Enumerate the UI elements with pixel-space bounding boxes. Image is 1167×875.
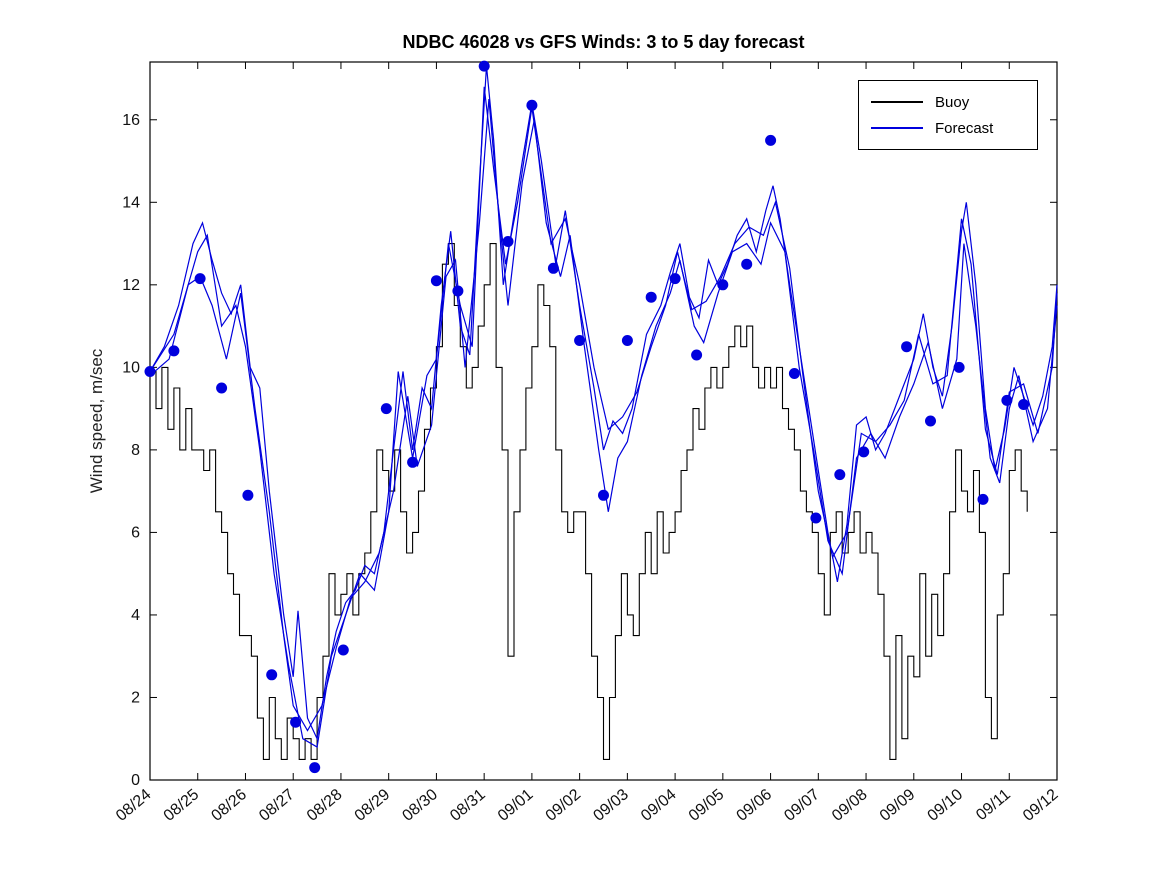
svg-text:09/02: 09/02: [543, 786, 585, 825]
svg-text:08/30: 08/30: [399, 786, 441, 825]
svg-text:8: 8: [131, 442, 140, 459]
chart-title: NDBC 46028 vs GFS Winds: 3 to 5 day fore…: [402, 32, 805, 52]
chart-legend: Buoy Forecast: [858, 80, 1038, 150]
legend-label-forecast: Forecast: [935, 119, 994, 137]
svg-text:09/05: 09/05: [686, 786, 728, 825]
legend-entry-forecast: Forecast: [871, 115, 1025, 141]
svg-text:16: 16: [122, 112, 140, 129]
svg-text:09/06: 09/06: [734, 786, 776, 825]
legend-label-buoy: Buoy: [935, 93, 970, 111]
svg-text:09/10: 09/10: [924, 786, 966, 825]
svg-text:08/31: 08/31: [447, 786, 489, 825]
svg-text:08/28: 08/28: [304, 786, 346, 825]
svg-text:09/01: 09/01: [495, 786, 537, 825]
svg-text:09/07: 09/07: [781, 786, 823, 825]
svg-text:10: 10: [122, 359, 140, 376]
svg-text:0: 0: [131, 772, 140, 789]
svg-text:09/03: 09/03: [590, 786, 632, 825]
svg-text:09/12: 09/12: [1020, 786, 1062, 825]
svg-text:09/09: 09/09: [877, 786, 919, 825]
svg-text:09/08: 09/08: [829, 786, 871, 825]
y-axis-label: Wind speed, m/sec: [87, 348, 106, 494]
svg-text:09/04: 09/04: [638, 786, 680, 825]
svg-text:08/26: 08/26: [208, 786, 250, 825]
svg-text:08/29: 08/29: [352, 786, 394, 825]
svg-text:08/25: 08/25: [161, 786, 203, 825]
forecast-line-swatch: [871, 127, 923, 129]
svg-text:08/27: 08/27: [256, 786, 298, 825]
svg-text:6: 6: [131, 524, 140, 541]
svg-text:08/24: 08/24: [113, 786, 155, 825]
buoy-line-swatch: [871, 101, 923, 103]
svg-text:14: 14: [122, 194, 140, 211]
legend-entry-buoy: Buoy: [871, 89, 1025, 115]
svg-text:4: 4: [131, 607, 140, 624]
svg-text:2: 2: [131, 689, 140, 706]
svg-text:09/11: 09/11: [973, 786, 1014, 824]
svg-text:12: 12: [122, 277, 140, 294]
